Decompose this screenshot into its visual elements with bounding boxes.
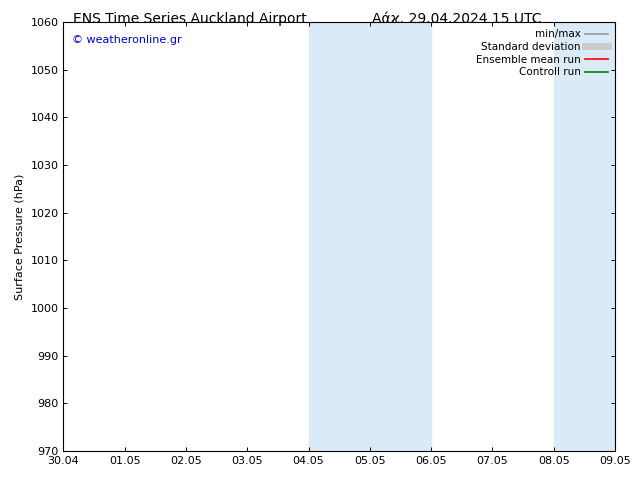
Text: ENS Time Series Auckland Airport: ENS Time Series Auckland Airport: [74, 12, 307, 26]
Bar: [309, 22, 431, 451]
Y-axis label: Surface Pressure (hPa): Surface Pressure (hPa): [15, 173, 25, 299]
Text: Αάϰ. 29.04.2024 15 UTC: Αάϰ. 29.04.2024 15 UTC: [372, 12, 541, 26]
Text: © weatheronline.gr: © weatheronline.gr: [72, 35, 181, 45]
Bar: [553, 22, 615, 451]
Legend: min/max, Standard deviation, Ensemble mean run, Controll run: min/max, Standard deviation, Ensemble me…: [474, 27, 610, 79]
